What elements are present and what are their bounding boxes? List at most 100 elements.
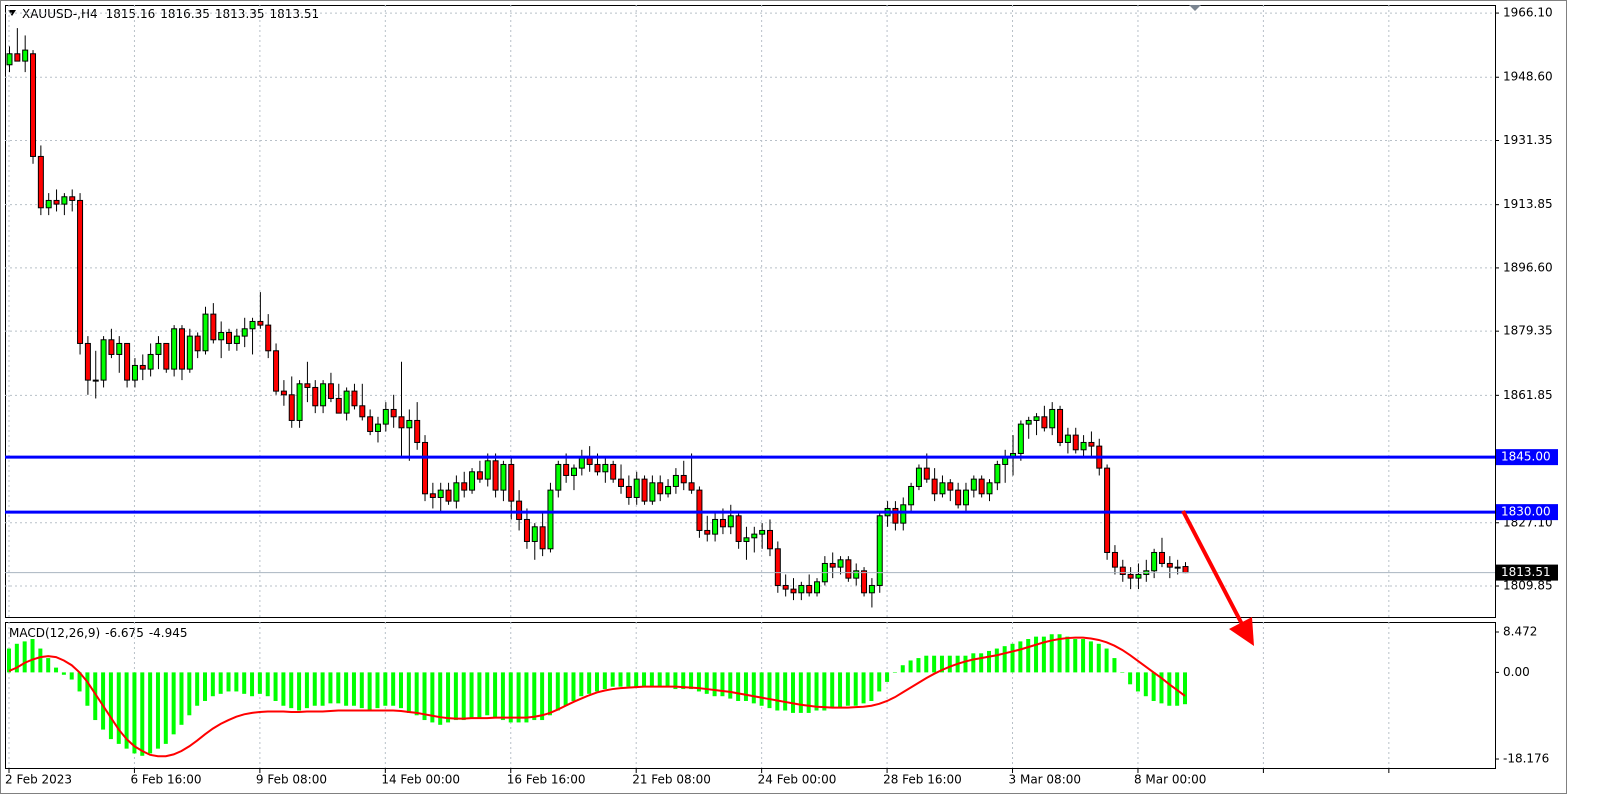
candle-body: [618, 478, 625, 487]
candle-body: [131, 364, 138, 381]
macd-bar: [210, 672, 215, 697]
macd-bar: [54, 667, 59, 673]
candle-body: [931, 478, 938, 495]
y-tick-label: 1913.85: [1503, 197, 1553, 211]
candle-body: [516, 500, 523, 520]
candle-body: [280, 390, 287, 396]
labels-layer: 2 Feb 2023 6 Feb 16:00 9 Feb 08:00 14 Feb 0…: [5, 6, 1558, 787]
candle-body: [335, 397, 342, 414]
macd-bar: [704, 672, 709, 694]
x-tick-label: 14 Feb 00:00: [381, 773, 460, 787]
candle-body: [461, 482, 468, 491]
macd-bar: [845, 672, 850, 706]
candle-body: [994, 463, 1001, 484]
macd-bar: [493, 672, 498, 718]
candle-body: [312, 386, 319, 407]
macd-bar: [681, 672, 686, 690]
candle-body: [610, 463, 617, 480]
candle-body: [947, 482, 954, 491]
level-label: 1830.00: [1501, 505, 1551, 519]
candle-body: [735, 515, 742, 542]
macd-bar: [814, 672, 819, 711]
last-low: 1813.35: [215, 7, 265, 21]
candle-body: [672, 474, 679, 487]
macd-bar: [328, 672, 333, 704]
candle-body: [727, 515, 734, 528]
macd-bar: [696, 672, 701, 692]
candle-body: [100, 339, 107, 381]
macd-bar: [892, 672, 897, 673]
macd-bar: [77, 672, 82, 692]
candle-body: [374, 423, 381, 432]
candle-body: [853, 570, 860, 579]
macd-bar: [1081, 639, 1086, 673]
candle-body: [861, 570, 868, 594]
candle-body: [343, 390, 350, 414]
candle-body: [1088, 441, 1095, 447]
candle-body: [265, 324, 272, 352]
x-tick-label: 2 Feb 2023: [5, 773, 72, 787]
candle-body: [523, 518, 530, 542]
macd-bar: [163, 672, 168, 744]
candle-body: [382, 408, 389, 425]
candle-body: [202, 313, 209, 352]
candle-body: [37, 155, 44, 209]
macd-bar: [383, 672, 388, 706]
candle-body: [139, 364, 146, 370]
candle-body: [233, 335, 240, 344]
macd-bar: [508, 672, 513, 723]
macd-bar: [500, 672, 505, 721]
macd-bar: [1018, 641, 1023, 673]
candle-body: [578, 456, 585, 469]
macd-bar: [689, 672, 694, 690]
candle-body: [492, 460, 499, 491]
macd-bar: [242, 672, 247, 694]
macd-bar: [218, 672, 223, 694]
candle-body: [704, 529, 711, 535]
macd-bar: [932, 655, 937, 673]
macd-bar: [351, 672, 356, 706]
candle-body: [1182, 566, 1189, 574]
candle-body: [155, 342, 162, 355]
candle-body: [484, 460, 491, 480]
macd-bar: [751, 672, 756, 704]
candle-body: [915, 467, 922, 487]
macd-bar: [297, 672, 302, 711]
macd-bar: [438, 672, 443, 725]
candle-body: [1080, 441, 1087, 451]
candle-body: [1111, 551, 1118, 568]
macd-bar: [806, 672, 811, 713]
macd-bar: [587, 672, 592, 694]
macd-bar: [38, 648, 43, 673]
candle-body: [751, 533, 758, 539]
macd-bar: [30, 639, 35, 673]
y-tick-label: 1861.85: [1503, 388, 1553, 402]
macd-bar: [7, 648, 11, 673]
candle-body: [77, 199, 84, 344]
macd-bar: [257, 672, 262, 694]
candle-body: [665, 485, 672, 495]
candle-body: [414, 419, 421, 443]
candle-body: [1166, 562, 1173, 568]
x-tick-label: 24 Feb 00:00: [758, 773, 837, 787]
candle-body: [1158, 551, 1165, 564]
macd-bar: [430, 672, 435, 723]
candle-body: [241, 328, 248, 337]
macd-bar: [101, 672, 106, 730]
macd-bar: [1104, 648, 1109, 673]
macd-bar: [994, 648, 999, 673]
macd-signal-value: -4.945: [149, 626, 188, 640]
candle-body: [837, 559, 844, 568]
macd-bar: [602, 672, 607, 690]
candle-body: [1049, 408, 1056, 429]
macd-bar: [289, 672, 294, 709]
candle-body: [1174, 566, 1181, 569]
y-tick-label: 1879.35: [1503, 324, 1553, 338]
candle-body: [978, 478, 985, 495]
candle-body: [367, 416, 374, 432]
macd-bar: [963, 655, 968, 673]
macd-bar: [414, 672, 419, 716]
last-price-label: 1813.51: [1501, 565, 1551, 579]
macd-bar: [657, 672, 662, 687]
macd-bar: [908, 660, 913, 673]
